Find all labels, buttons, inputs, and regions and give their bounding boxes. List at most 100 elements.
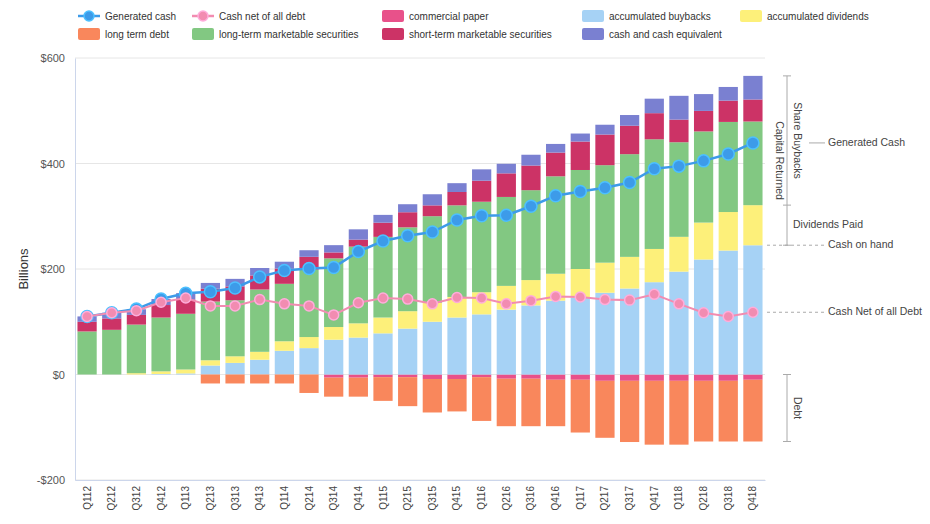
marker (747, 137, 759, 149)
marker (649, 289, 659, 299)
y-axis-title: Billions (16, 248, 31, 290)
x-tick: Q118 (673, 486, 684, 510)
bar-segment (176, 374, 195, 375)
x-tick: Q414 (353, 486, 364, 511)
legend-item: short-term marketable securities (382, 28, 552, 40)
annotation: Share Buybacks (792, 102, 804, 178)
bar-segment (719, 101, 738, 122)
bar-segment (472, 292, 491, 314)
bar-segment (595, 375, 614, 381)
legend-label: accumulated buybacks (609, 11, 711, 22)
marker (748, 307, 758, 317)
bar-segment (250, 360, 269, 375)
bar-segment (743, 205, 762, 245)
bar-segment (472, 169, 491, 180)
bar-segment (127, 373, 146, 374)
legend-label: short-term marketable securities (409, 29, 552, 40)
legend-item: Cash net of all debt (192, 11, 305, 22)
bar-segment (669, 237, 688, 272)
bar-segment (299, 270, 318, 337)
y-tick-label: -$200 (37, 474, 65, 486)
marker (451, 214, 463, 226)
legend-marker (198, 11, 208, 21)
bar-segment (447, 375, 466, 379)
bar-segment (645, 381, 664, 445)
legend-label: Generated cash (105, 11, 176, 22)
bar-segment (743, 100, 762, 122)
annotation: Dividends Paid (793, 218, 863, 230)
bar-segment (719, 122, 738, 212)
marker (551, 291, 561, 301)
legend-item: long-term marketable securities (192, 28, 359, 40)
bar-segment (497, 173, 516, 197)
x-tick: Q415 (451, 486, 462, 511)
bar-segment (546, 176, 565, 273)
bar-segment (102, 330, 121, 375)
bar-segment (423, 194, 442, 205)
bar-segment (546, 153, 565, 177)
bar-segment (571, 375, 590, 380)
x-tick-label: Q212 (106, 486, 117, 511)
bracket-tick (783, 441, 791, 442)
bar-segment (349, 378, 368, 397)
bar-segment (349, 323, 368, 337)
marker (426, 226, 438, 238)
bar-segment (275, 341, 294, 350)
bar-segment (694, 375, 713, 381)
y-tick-label: $400 (41, 158, 65, 170)
marker (106, 307, 118, 319)
marker (574, 185, 586, 197)
bar-segment (719, 381, 738, 442)
x-tick: Q317 (624, 486, 635, 511)
x-tick: Q313 (230, 486, 241, 511)
x-tick-label: Q416 (550, 486, 561, 511)
bar-segment (447, 318, 466, 375)
axis-line (76, 480, 766, 481)
x-tick: Q316 (525, 486, 536, 511)
x-tick: Q218 (698, 486, 709, 511)
marker (723, 311, 733, 321)
bar-segment (127, 374, 146, 375)
legend-label: long term debt (105, 29, 169, 40)
chart-container: -$200$0$200$400$600Q112Q212Q312Q412Q113Q… (0, 0, 930, 524)
x-tick-label: Q412 (156, 486, 167, 511)
bar-segment (620, 154, 639, 257)
bar-segment (719, 375, 738, 381)
bar-segment (743, 245, 762, 374)
bar-segment (447, 192, 466, 205)
x-tick: Q216 (501, 486, 512, 511)
y-tick: $400 (41, 158, 65, 170)
legend-item: accumulated buybacks (582, 10, 711, 22)
bar-segment (694, 223, 713, 260)
bar-segment (620, 375, 639, 381)
marker (304, 301, 314, 311)
bar-segment (102, 318, 121, 329)
bar-segment (373, 318, 392, 334)
legend-item: accumulated dividends (740, 10, 869, 22)
bar-segment (472, 377, 491, 421)
x-tick-label: Q216 (501, 486, 512, 511)
bar-segment (571, 297, 590, 374)
marker (204, 286, 216, 298)
bar-segment (645, 249, 664, 282)
bar-segment (250, 290, 269, 352)
annotation: Cash Net of all Debt (828, 305, 922, 317)
bar-segment (571, 134, 590, 142)
bar-segment (324, 375, 343, 378)
chart: -$200$0$200$400$600Q112Q212Q312Q412Q113Q… (0, 0, 930, 524)
bar-segment (398, 311, 417, 328)
annotation: Generated Cash (828, 136, 905, 148)
y-tick-label: $0 (53, 369, 65, 381)
bar-segment (669, 381, 688, 445)
marker (352, 246, 364, 258)
bar-segment (694, 131, 713, 222)
x-tick-label: Q118 (673, 486, 684, 510)
marker (525, 200, 537, 212)
bar-segment (127, 374, 146, 375)
x-axis: Q112Q212Q312Q412Q113Q213Q313Q413Q114Q214… (76, 481, 766, 511)
bar-segment (719, 212, 738, 251)
legend-marker (84, 11, 94, 21)
marker (624, 176, 636, 188)
bar-segment (151, 318, 170, 372)
bar-segment (77, 331, 96, 374)
